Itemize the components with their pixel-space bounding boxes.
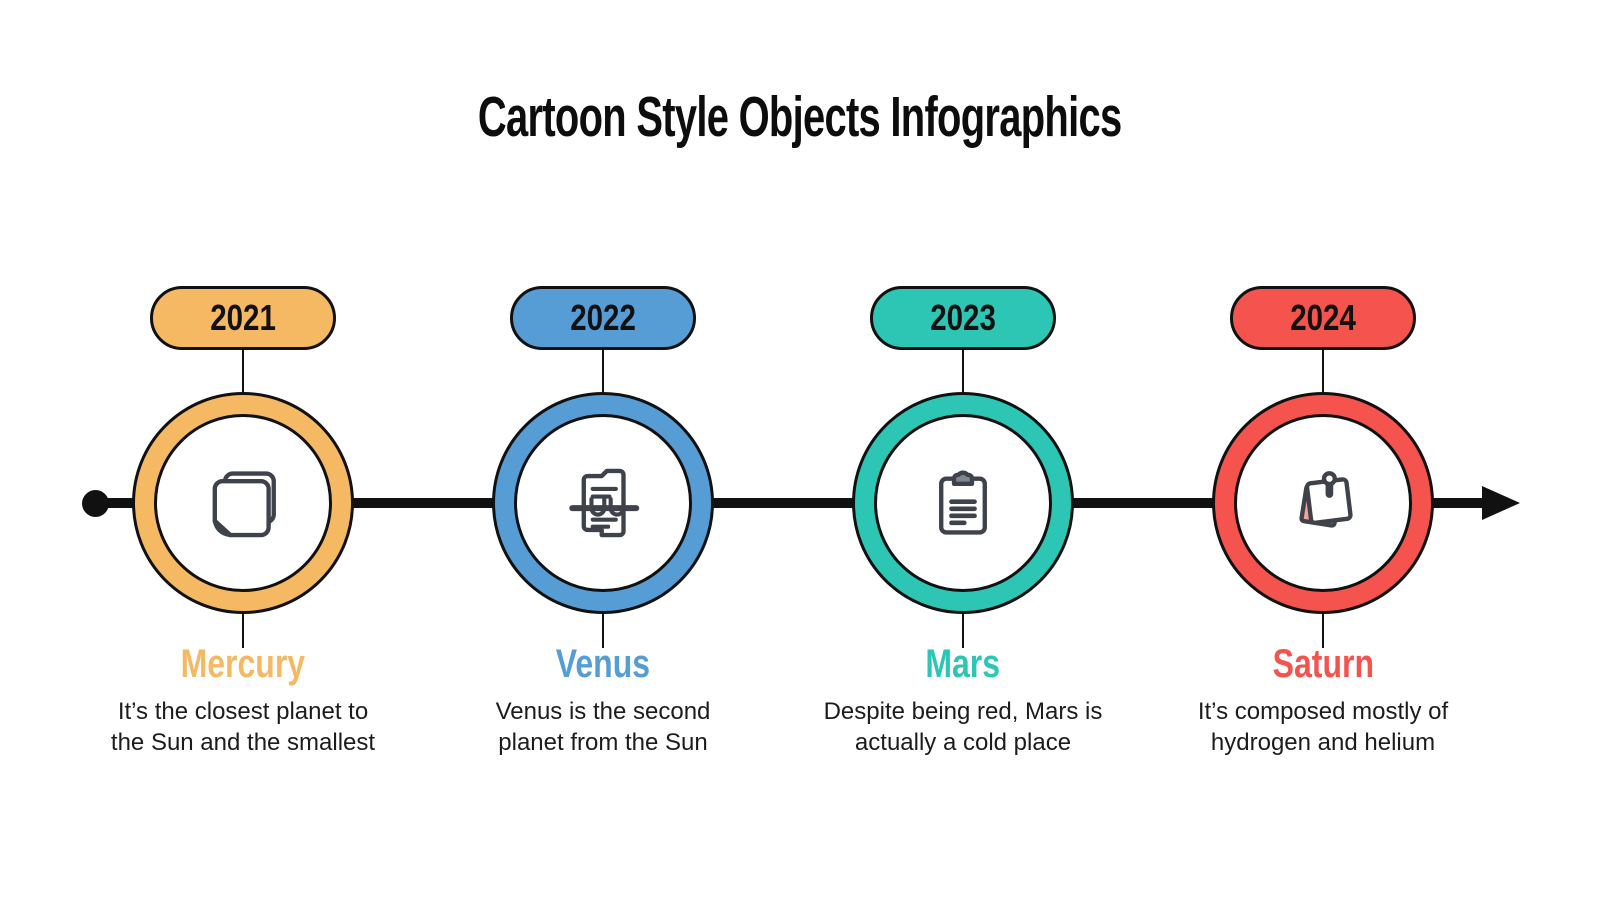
milestone-circle — [132, 392, 354, 614]
year-badge-label: 2024 — [1290, 297, 1356, 338]
planet-description: Venus is the second planet from the Sun — [495, 698, 711, 756]
planet-name: Mercury — [180, 642, 306, 686]
timeline-item-venus: 2022 Venus Venus is the second plan — [433, 286, 773, 786]
circle-connector-line — [242, 614, 244, 648]
timeline-axis-line — [95, 498, 1486, 508]
year-badge: 2023 — [870, 286, 1056, 350]
planet-description: It’s the closest planet to the Sun and t… — [110, 698, 376, 756]
planet-description: It’s composed mostly of hydrogen and hel… — [1197, 698, 1449, 756]
planet-description: Despite being red, Mars is actually a co… — [823, 698, 1103, 756]
year-badge-label: 2023 — [930, 297, 996, 338]
milestone-circle — [852, 392, 1074, 614]
timeline-item-mercury: 2021 Mercury It’s the closest planet to … — [73, 286, 413, 786]
timeline-item-mars: 2023 Mars Despite being red, Mars is act… — [793, 286, 1133, 786]
year-badge: 2024 — [1230, 286, 1416, 350]
page-title: Cartoon Style Objects Infographics — [0, 84, 1600, 150]
page-title-text: Cartoon Style Objects Infographics — [478, 85, 1122, 149]
circle-connector-line — [1322, 614, 1324, 648]
timeline-end-arrow-icon — [1482, 486, 1520, 520]
circle-connector-line — [602, 614, 604, 648]
badge-connector-line — [1322, 350, 1324, 392]
year-badge-label: 2022 — [570, 297, 636, 338]
planet-name: Mars — [925, 642, 1001, 686]
stitched-document-icon — [569, 468, 640, 538]
sticky-notes-icon — [212, 471, 276, 538]
badge-connector-line — [962, 350, 964, 392]
planet-name: Venus — [555, 642, 651, 686]
badge-connector-line — [602, 350, 604, 392]
year-badge-label: 2021 — [210, 297, 276, 338]
planet-name: Saturn — [1272, 642, 1374, 686]
clipboard-icon — [939, 470, 987, 535]
year-badge: 2022 — [510, 286, 696, 350]
year-badge: 2021 — [150, 286, 336, 350]
circle-connector-line — [962, 614, 964, 648]
milestone-circle — [1212, 392, 1434, 614]
timeline-start-dot-icon — [82, 490, 109, 517]
milestone-circle — [492, 392, 714, 614]
badge-connector-line — [242, 350, 244, 392]
pinned-notes-icon — [1299, 471, 1353, 528]
timeline-item-saturn: 2024 Saturn It’s composed mostly of hydr… — [1153, 286, 1493, 786]
